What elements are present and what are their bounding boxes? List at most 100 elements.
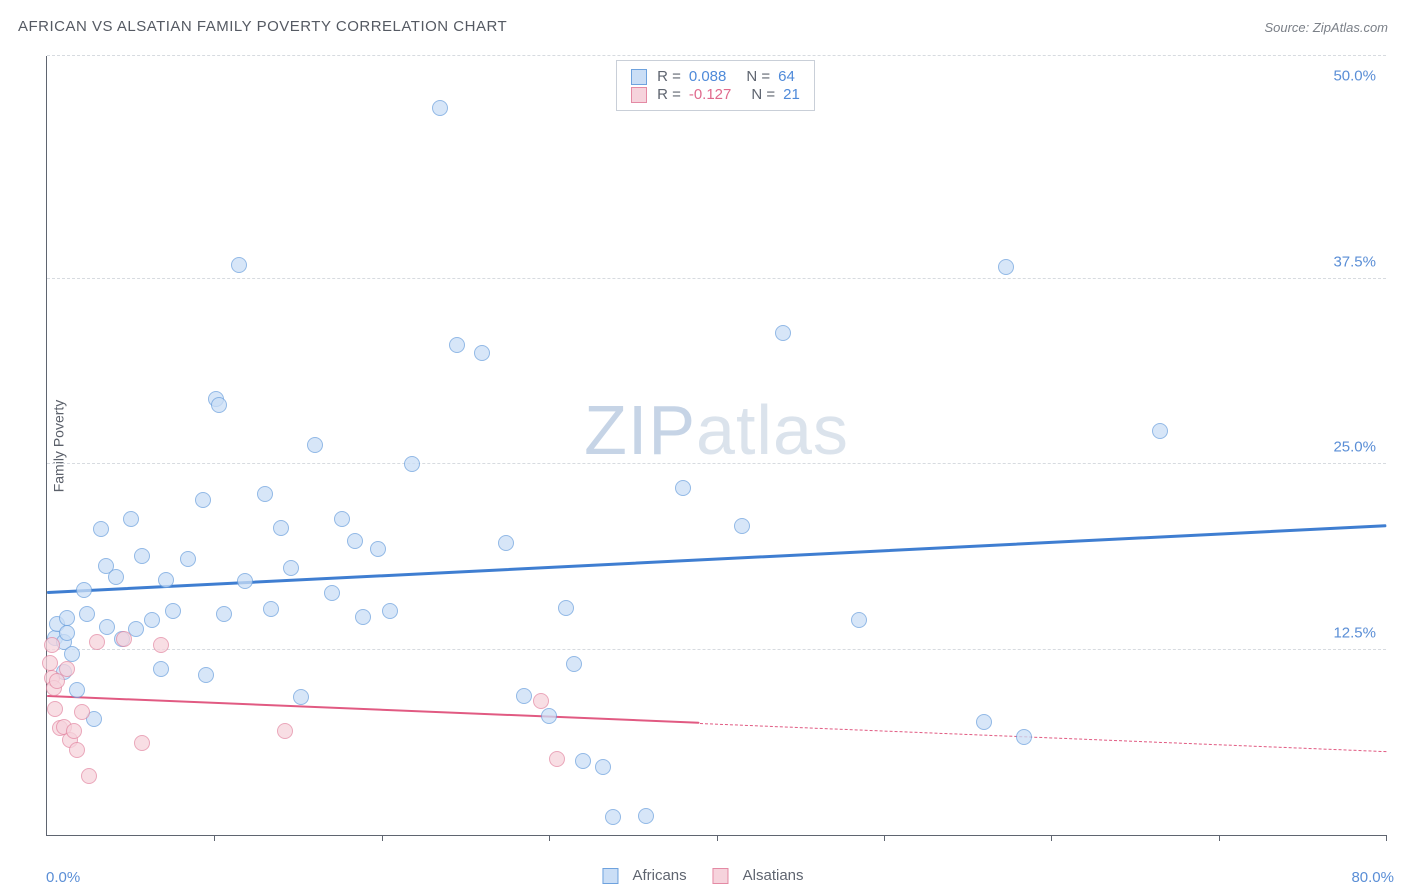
data-point	[195, 492, 211, 508]
x-tick	[1219, 835, 1220, 841]
data-point	[144, 612, 160, 628]
n-label: N =	[746, 68, 770, 85]
x-tick	[214, 835, 215, 841]
data-point	[347, 533, 363, 549]
r-value: 0.088	[689, 68, 727, 85]
x-axis-start-label: 0.0%	[46, 869, 80, 886]
gridline	[47, 649, 1386, 650]
x-tick	[382, 835, 383, 841]
legend-swatch-alsatians	[713, 868, 729, 884]
source-label: Source: ZipAtlas.com	[1264, 20, 1388, 35]
data-point	[69, 742, 85, 758]
stat-swatch	[631, 69, 647, 85]
data-point	[263, 601, 279, 617]
data-point	[307, 437, 323, 453]
data-point	[89, 634, 105, 650]
x-axis-end-label: 80.0%	[1351, 869, 1394, 886]
data-point	[66, 723, 82, 739]
data-point	[370, 541, 386, 557]
data-point	[59, 610, 75, 626]
data-point	[99, 619, 115, 635]
y-tick-label: 12.5%	[1333, 624, 1376, 641]
data-point	[541, 708, 557, 724]
legend-item-africans: Africans	[602, 867, 686, 884]
chart-title: AFRICAN VS ALSATIAN FAMILY POVERTY CORRE…	[18, 18, 507, 35]
series-legend: Africans Alsatians	[602, 867, 803, 884]
data-point	[595, 759, 611, 775]
data-point	[216, 606, 232, 622]
data-point	[675, 480, 691, 496]
data-point	[474, 345, 490, 361]
data-point	[134, 735, 150, 751]
r-value: -0.127	[689, 86, 732, 103]
x-tick	[1386, 835, 1387, 841]
data-point	[355, 609, 371, 625]
data-point	[47, 701, 63, 717]
stat-row: R = 0.088 N = 64	[631, 68, 800, 85]
stat-row: R =-0.127N =21	[631, 86, 800, 103]
alsatians-trend	[700, 723, 1386, 752]
watermark: ZIPatlas	[584, 390, 849, 470]
n-value: 21	[783, 86, 800, 103]
data-point	[334, 511, 350, 527]
data-point	[775, 325, 791, 341]
data-point	[734, 518, 750, 534]
data-point	[81, 768, 97, 784]
data-point	[575, 753, 591, 769]
data-point	[432, 100, 448, 116]
data-point	[533, 693, 549, 709]
data-point	[69, 682, 85, 698]
chart-container: AFRICAN VS ALSATIAN FAMILY POVERTY CORRE…	[0, 0, 1406, 892]
data-point	[283, 560, 299, 576]
data-point	[153, 637, 169, 653]
data-point	[549, 751, 565, 767]
data-point	[257, 486, 273, 502]
data-point	[134, 548, 150, 564]
data-point	[231, 257, 247, 273]
x-tick	[717, 835, 718, 841]
data-point	[273, 520, 289, 536]
data-point	[74, 704, 90, 720]
data-point	[76, 582, 92, 598]
data-point	[605, 809, 621, 825]
data-point	[123, 511, 139, 527]
gridline	[47, 278, 1386, 279]
correlation-stat-box: R = 0.088 N = 64R =-0.127N =21	[616, 60, 815, 111]
data-point	[277, 723, 293, 739]
legend-label: Alsatians	[743, 867, 804, 884]
y-tick-label: 25.0%	[1333, 439, 1376, 456]
gridline	[47, 55, 1386, 56]
data-point	[116, 631, 132, 647]
data-point	[59, 625, 75, 641]
data-point	[42, 655, 58, 671]
legend-label: Africans	[632, 867, 686, 884]
n-value: 64	[778, 68, 795, 85]
x-tick	[1051, 835, 1052, 841]
data-point	[79, 606, 95, 622]
r-label: R =	[657, 68, 681, 85]
x-tick	[884, 835, 885, 841]
data-point	[1152, 423, 1168, 439]
data-point	[44, 637, 60, 653]
data-point	[449, 337, 465, 353]
stat-swatch	[631, 87, 647, 103]
data-point	[1016, 729, 1032, 745]
data-point	[165, 603, 181, 619]
data-point	[108, 569, 124, 585]
alsatians-trend	[47, 695, 700, 724]
x-tick	[549, 835, 550, 841]
data-point	[638, 808, 654, 824]
data-point	[158, 572, 174, 588]
data-point	[976, 714, 992, 730]
legend-item-alsatians: Alsatians	[713, 867, 804, 884]
plot-area: ZIPatlas 12.5%25.0%37.5%50.0%R =0.088N =…	[46, 56, 1386, 836]
data-point	[180, 551, 196, 567]
data-point	[237, 573, 253, 589]
data-point	[498, 535, 514, 551]
data-point	[382, 603, 398, 619]
data-point	[516, 688, 532, 704]
data-point	[293, 689, 309, 705]
data-point	[64, 646, 80, 662]
data-point	[59, 661, 75, 677]
data-point	[851, 612, 867, 628]
